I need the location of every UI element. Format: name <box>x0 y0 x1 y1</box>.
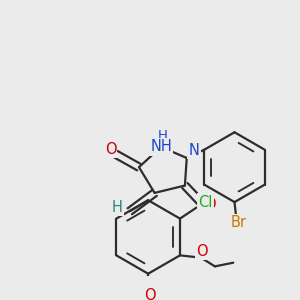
Text: H: H <box>112 200 122 215</box>
Text: Cl: Cl <box>199 195 213 210</box>
Text: O: O <box>105 142 116 157</box>
Text: NH: NH <box>150 140 172 154</box>
Text: H: H <box>158 129 168 142</box>
Text: Br: Br <box>230 215 246 230</box>
Text: N: N <box>189 143 200 158</box>
Text: O: O <box>196 244 208 259</box>
Text: O: O <box>204 197 215 212</box>
Text: O: O <box>144 288 156 300</box>
